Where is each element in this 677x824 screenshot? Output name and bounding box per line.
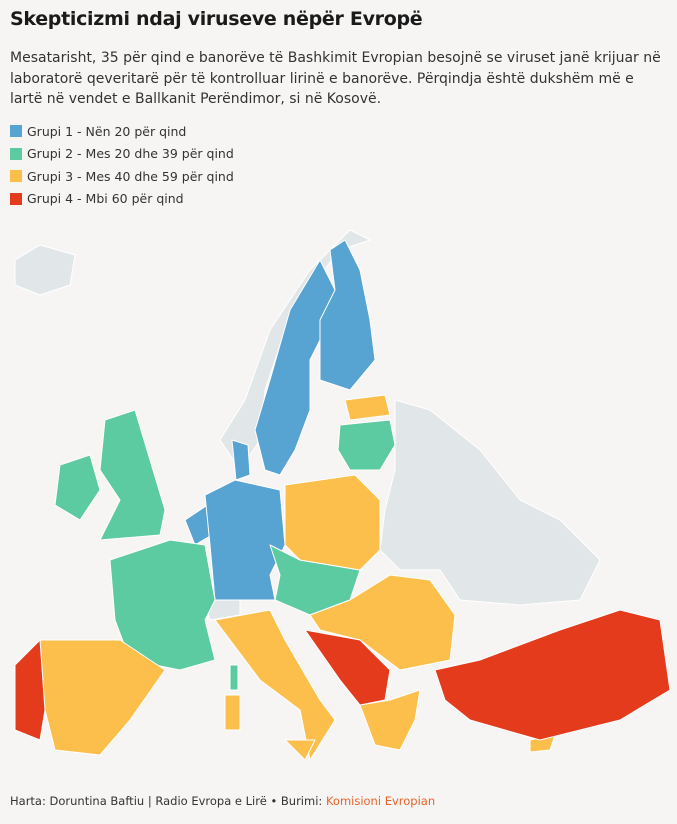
norway <box>219 229 371 471</box>
iceland <box>14 244 76 296</box>
footer: Harta: Doruntina Baftiu | Radio Evropa e… <box>10 794 435 808</box>
portugal <box>14 639 46 741</box>
legend-label: Grupi 2 - Mes 20 dhe 39 për qind <box>27 146 234 162</box>
legend-swatch <box>10 125 22 138</box>
finland <box>319 239 376 391</box>
spain <box>39 639 166 756</box>
denmark <box>231 439 251 481</box>
title: Skepticizmi ndaj viruseve nëpër Evropë <box>10 8 423 30</box>
credit: Harta: Doruntina Baftiu | Radio Evropa e… <box>10 794 323 808</box>
legend-item: Grupi 1 - Nën 20 për qind <box>10 120 234 143</box>
eastern-europe <box>379 399 601 606</box>
legend-item: Grupi 2 - Mes 20 dhe 39 për qind <box>10 143 234 166</box>
southeast-europe <box>309 574 456 671</box>
legend-item: Grupi 4 - Mbi 60 për qind <box>10 188 234 211</box>
estonia <box>344 394 391 421</box>
germany <box>204 479 286 601</box>
legend: Grupi 1 - Nën 20 për qind Grupi 2 - Mes 2… <box>10 120 234 210</box>
subtitle: Mesatarisht, 35 për qind e banorëve të B… <box>10 50 661 107</box>
western-balkans <box>304 629 391 706</box>
italy <box>214 609 336 761</box>
legend-label: Grupi 4 - Mbi 60 për qind <box>27 191 184 207</box>
legend-swatch <box>10 147 22 160</box>
source-link[interactable]: Komisioni Evropian <box>325 794 436 808</box>
legend-label: Grupi 3 - Mes 40 dhe 59 për qind <box>27 168 234 184</box>
map <box>14 229 671 761</box>
greece <box>359 689 421 751</box>
no-data-countries <box>14 229 601 621</box>
sardinia <box>224 694 241 731</box>
legend-item: Grupi 3 - Mes 40 dhe 59 për qind <box>10 165 234 188</box>
sicily <box>284 739 316 761</box>
turkey <box>434 609 671 741</box>
poland <box>284 474 381 571</box>
france <box>109 539 216 671</box>
uk <box>99 409 166 541</box>
legend-swatch <box>10 170 22 183</box>
ireland <box>54 454 101 521</box>
baltics <box>337 419 396 471</box>
legend-swatch <box>10 192 22 205</box>
corsica <box>229 664 239 691</box>
legend-label: Grupi 1 - Nën 20 për qind <box>27 123 187 139</box>
